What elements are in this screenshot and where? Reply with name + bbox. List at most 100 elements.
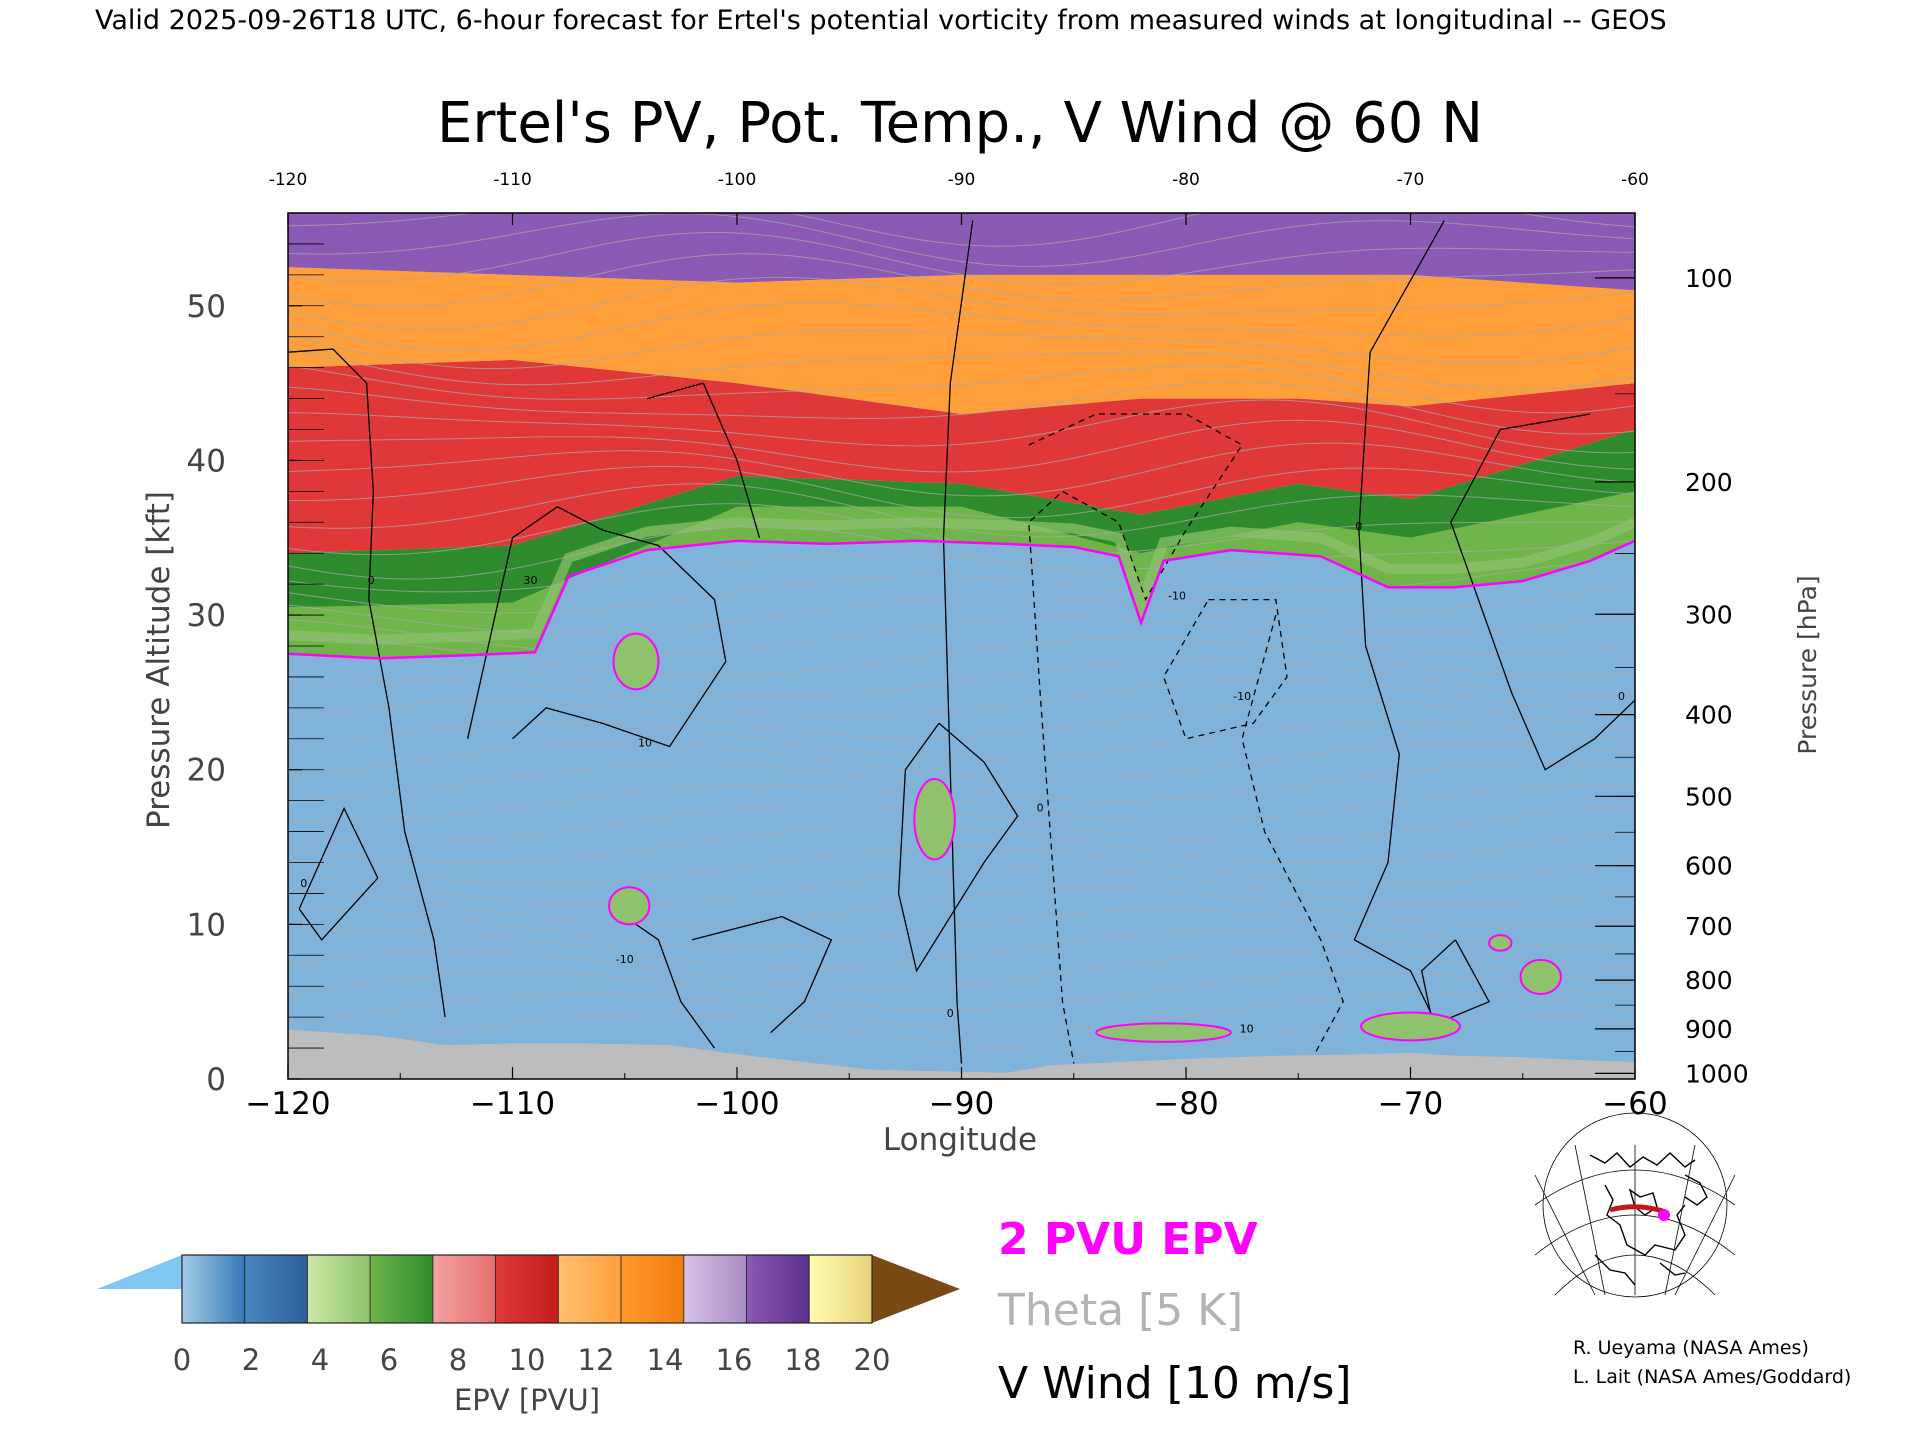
pv-2pvu-contour-blob — [913, 777, 956, 861]
x-tick-label: −70 — [1378, 1086, 1443, 1122]
y-left-tick-label: 40 — [187, 443, 226, 479]
theta-contour — [288, 846, 1635, 885]
epv-colorbar: 0 2 4 6 8 10 12 14 16 18 20 EPV [PVU] — [97, 1254, 960, 1417]
valid-time-header: Valid 2025-09-26T18 UTC, 6-hour forecast… — [95, 5, 1667, 36]
x-top-tick-label: -80 — [1172, 170, 1200, 190]
theta-contour — [288, 554, 1635, 593]
pv-2pvu-contour-blob — [1519, 958, 1562, 995]
v-wind-contour — [691, 915, 833, 1034]
x-tick-label: −60 — [1602, 1086, 1667, 1122]
v-wind-contour-label: 0 — [1618, 690, 1625, 703]
theta-contour — [288, 637, 1635, 676]
theta-contour — [288, 658, 1635, 697]
y-right-tick-label: 1000 — [1685, 1059, 1749, 1088]
colorbar-under-arrow — [97, 1255, 182, 1323]
theta-contour — [288, 596, 1635, 635]
v-wind-contour-label: 0 — [368, 574, 375, 587]
colorbar-segment — [369, 1254, 434, 1324]
theta-contour — [288, 721, 1635, 760]
theta-contour — [288, 419, 1635, 473]
theta-contour — [288, 348, 1635, 390]
y-right-tick-label: 600 — [1685, 852, 1733, 881]
x-tick-label: −120 — [245, 1086, 330, 1122]
ground-surface — [288, 1029, 1635, 1079]
theta-contour — [288, 616, 1635, 655]
legend-theta-label: Theta [5 K] — [997, 1285, 1243, 1336]
y-right-tick-label: 200 — [1685, 468, 1733, 497]
v-wind-contours-layer: 0 30 10 -10 -10 -10 0 0 0 0 0 10 — [288, 220, 1635, 1064]
pv-band-16-20 — [288, 213, 1635, 291]
contour-legend: 2 PVU EPV Theta [5 K] V Wind [10 m/s] — [997, 1214, 1352, 1409]
pv-2pvu-contour-blob — [1360, 1011, 1461, 1042]
colorbar-tick-label: 18 — [785, 1343, 822, 1377]
inset-location-marker — [1658, 1209, 1670, 1221]
theta-contour — [288, 783, 1635, 822]
theta-contour — [288, 465, 1635, 519]
x-top-tick-label: -70 — [1397, 170, 1425, 190]
v-wind-contour — [635, 923, 716, 1049]
ground-terrain-layer — [288, 1029, 1635, 1079]
credit-line-1: R. Ueyama (NASA Ames) — [1573, 1337, 1809, 1359]
legend-wind-label: V Wind [10 m/s] — [998, 1358, 1352, 1409]
x-top-tick-label: -110 — [493, 170, 532, 190]
theta-contour — [288, 253, 1635, 307]
y-left-tick-label: 10 — [187, 907, 226, 943]
v-wind-contour-label: -10 — [1168, 590, 1186, 603]
theta-contour — [288, 399, 1635, 454]
colorbar-tick-label: 6 — [380, 1343, 398, 1377]
theta-contour — [288, 213, 1635, 247]
v-wind-contour — [1353, 220, 1445, 1018]
y-right-tick-label: 300 — [1685, 600, 1733, 629]
theta-contour — [288, 992, 1635, 1031]
colorbar-frame — [181, 1254, 873, 1324]
colorbar-segment — [808, 1254, 873, 1324]
colorbar-tick-label: 14 — [647, 1343, 684, 1377]
x-top-tick-label: -120 — [269, 170, 308, 190]
colorbar-tick-label: 20 — [854, 1343, 891, 1377]
y-left-tick-label: 30 — [187, 598, 226, 634]
theta-contour — [288, 909, 1635, 948]
v-wind-contour-label: 10 — [638, 737, 652, 750]
inset-cross-section-line — [1609, 1204, 1664, 1214]
v-wind-contour-negative — [1241, 614, 1344, 1064]
y-right-tick-label: 700 — [1685, 912, 1733, 941]
v-wind-contour-label: 0 — [947, 1007, 954, 1020]
colorbar-segment — [244, 1254, 308, 1324]
pv-band-4-8 — [288, 429, 1635, 608]
y-right-tick-label: 500 — [1685, 782, 1733, 811]
x-top-tick-label: -60 — [1621, 170, 1649, 190]
v-wind-contour — [466, 506, 727, 748]
theta-contour — [288, 231, 1635, 285]
inset-location-map — [1534, 1112, 1736, 1298]
v-wind-contour — [288, 348, 446, 1018]
pv-band-12-16 — [288, 267, 1635, 414]
y-axis-right-title: Pressure [hPa] — [1793, 575, 1822, 754]
pv-2pvu-contour-blob — [1095, 1022, 1232, 1043]
x-top-tick-label: -100 — [718, 170, 757, 190]
theta-contours-layer — [288, 213, 1635, 1052]
x-tick-label: −90 — [929, 1086, 994, 1122]
v-wind-contour — [897, 722, 1019, 973]
inset-map-graticule — [1534, 1112, 1736, 1298]
theta-contour — [288, 762, 1635, 802]
v-wind-contour-label: -10 — [616, 953, 634, 966]
theta-contour — [288, 442, 1635, 497]
theta-contour — [288, 525, 1635, 580]
theta-contour — [288, 929, 1635, 969]
y-right-tick-label: 100 — [1685, 264, 1733, 293]
v-wind-contour-negative — [1162, 598, 1288, 740]
y-right-tick-label: 800 — [1685, 966, 1733, 995]
v-wind-contour-label: 0 — [1355, 520, 1362, 533]
theta-contour — [288, 867, 1635, 906]
colorbar-segment — [432, 1254, 497, 1324]
theta-contour — [288, 825, 1635, 864]
theta-contour — [288, 700, 1635, 739]
pv-band-8-12 — [288, 359, 1635, 554]
colorbar-tick-label: 10 — [509, 1343, 546, 1377]
x-tick-label: −110 — [470, 1086, 555, 1122]
y-left-tick-label: 20 — [187, 753, 226, 789]
theta-contour — [288, 329, 1635, 370]
credit-line-2: L. Lait (NASA Ames/Goddard) — [1573, 1366, 1851, 1388]
v-wind-contour-label: 0 — [300, 877, 307, 890]
